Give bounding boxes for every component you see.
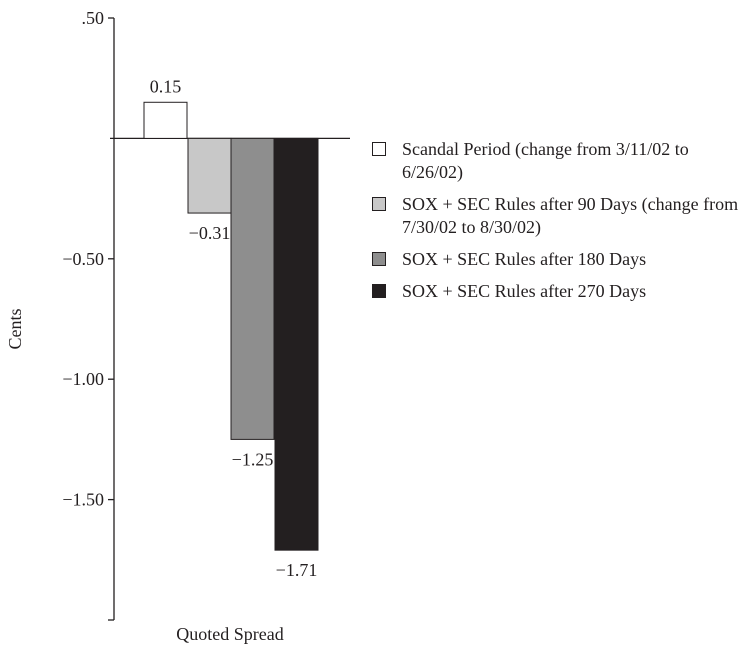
- legend-swatch-sox-270-days: [372, 284, 386, 298]
- legend: Scandal Period (change from 3/11/02 to 6…: [372, 138, 752, 312]
- legend-item-scandal-period: Scandal Period (change from 3/11/02 to 6…: [372, 138, 752, 184]
- bar: [143, 101, 188, 139]
- legend-item-sox-90-days: SOX + SEC Rules after 90 Days (change fr…: [372, 193, 752, 239]
- y-tick-label: −1.50: [62, 490, 104, 510]
- bar: [274, 137, 319, 551]
- legend-swatch-scandal-period: [372, 142, 386, 156]
- bar-value-label: −0.31: [189, 223, 231, 243]
- legend-item-sox-180-days: SOX + SEC Rules after 180 Days: [372, 248, 752, 271]
- y-tick-label: −0.50: [62, 249, 104, 269]
- legend-swatch-sox-180-days: [372, 252, 386, 266]
- bar: [230, 137, 275, 440]
- bar-value-label: −1.25: [232, 449, 274, 469]
- bar: [187, 137, 232, 214]
- legend-label-sox-90-days: SOX + SEC Rules after 90 Days (change fr…: [402, 194, 739, 237]
- legend-item-sox-270-days: SOX + SEC Rules after 270 Days: [372, 280, 752, 303]
- legend-label-sox-180-days: SOX + SEC Rules after 180 Days: [402, 249, 647, 269]
- y-axis-title: Cents: [5, 308, 25, 349]
- y-tick-label: −1.00: [62, 369, 104, 389]
- legend-swatch-sox-90-days: [372, 197, 386, 211]
- legend-label-scandal-period: Scandal Period (change from 3/11/02 to 6…: [402, 139, 689, 182]
- bar-value-label: 0.15: [150, 76, 182, 96]
- legend-label-sox-270-days: SOX + SEC Rules after 270 Days: [402, 281, 647, 301]
- bar-value-label: −1.71: [276, 560, 318, 580]
- y-tick-label: .50: [82, 8, 105, 28]
- x-axis-title: Quoted Spread: [176, 624, 283, 644]
